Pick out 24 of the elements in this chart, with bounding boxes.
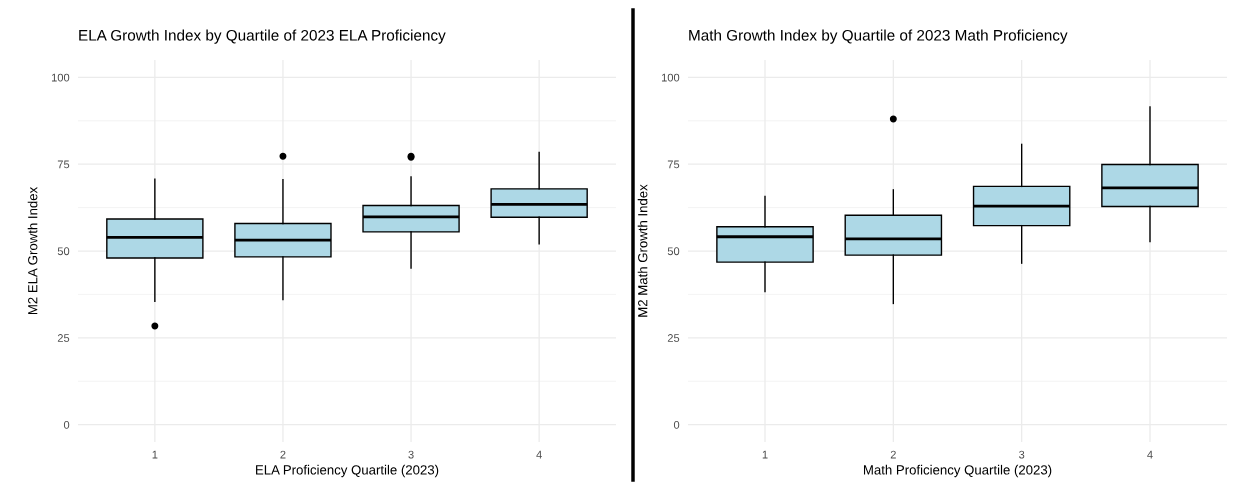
y-tick-label: 25: [57, 334, 70, 342]
chart-title: ELA Growth Index by Quartile of 2023 ELA Proficiency: [79, 29, 446, 44]
y-tick-label: 75: [667, 160, 680, 169]
y-tick-label: 25: [667, 334, 680, 342]
y-tick-label: 75: [57, 160, 70, 169]
x-tick-label: 1: [762, 450, 768, 459]
x-tick-label: 2: [280, 450, 286, 459]
y-axis-title: M2 ELA Growth Index: [27, 186, 38, 315]
chart-title: Math Growth Index by Quartile of 2023 Math Proficiency: [689, 29, 1068, 44]
x-axis-title: ELA Proficiency Quartile (2023): [256, 464, 439, 478]
x-tick-label: 4: [1147, 450, 1153, 459]
x-tick-label: 4: [536, 450, 542, 459]
y-axis-title: M2 Math Growth Index: [637, 184, 648, 317]
x-tick-label: 2: [890, 450, 896, 459]
y-tick-label: 0: [673, 420, 680, 429]
x-tick-label: 1: [152, 450, 158, 459]
y-tick-label: 0: [63, 420, 70, 429]
x-tick-label: 3: [408, 450, 414, 459]
y-tick-label: 50: [667, 247, 680, 256]
y-tick-label: 50: [57, 247, 70, 256]
y-tick-label: 100: [661, 73, 680, 82]
y-tick-label: 100: [51, 73, 70, 82]
x-tick-label: 3: [1019, 450, 1025, 459]
x-axis-title: Math Proficiency Quartile (2023): [863, 464, 1052, 478]
